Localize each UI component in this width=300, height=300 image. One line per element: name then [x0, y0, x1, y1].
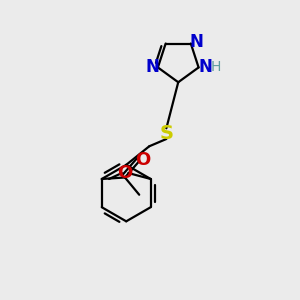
- Text: O: O: [135, 151, 150, 169]
- Text: O: O: [117, 164, 132, 182]
- Text: N: N: [146, 58, 160, 76]
- Text: H: H: [211, 60, 221, 74]
- Text: N: N: [198, 58, 212, 76]
- Text: S: S: [159, 124, 173, 143]
- Text: N: N: [189, 33, 203, 51]
